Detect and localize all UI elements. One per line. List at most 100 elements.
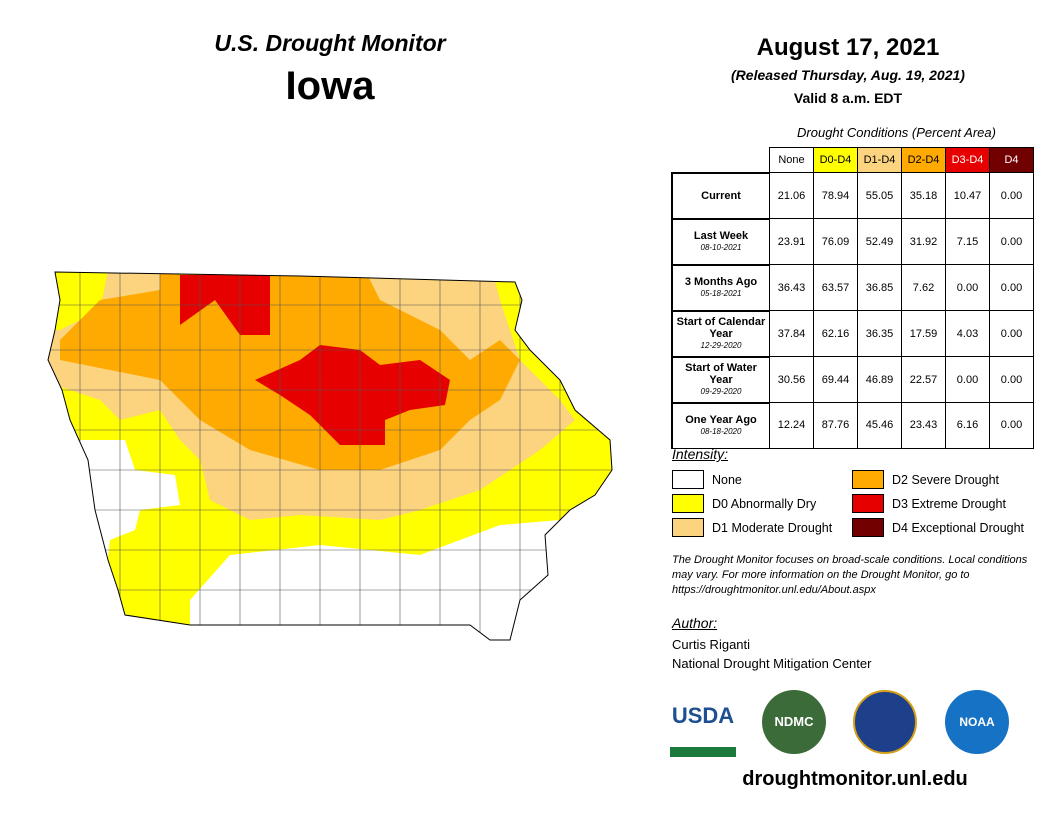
author-label: Author: (672, 615, 718, 631)
cell: 63.57 (813, 264, 858, 311)
legend-swatch (852, 518, 884, 537)
usda-logo: USDA (670, 703, 736, 757)
column-header: D1-D4 (857, 147, 902, 173)
row-date: 09-29-2020 (700, 386, 742, 396)
legend-label: None (712, 472, 742, 487)
cell: 0.00 (989, 264, 1034, 311)
table-row: Start of Calendar Year 12-29-2020 37.84 62.… (671, 309, 1034, 357)
cell: 7.15 (945, 218, 990, 265)
cell: 36.43 (769, 264, 814, 311)
row-label-text: Start of Calendar Year (676, 315, 766, 340)
legend-item: D4 Exceptional Drought (852, 518, 1024, 537)
cell: 10.47 (945, 172, 990, 219)
commerce-logo (853, 690, 917, 754)
cell: 36.85 (857, 264, 902, 311)
legend-label: D2 Severe Drought (892, 472, 1000, 487)
cell: 36.35 (857, 310, 902, 357)
row-label-text: Current (701, 189, 741, 202)
cell: 55.05 (857, 172, 902, 219)
blank-cell (672, 148, 770, 173)
column-header: D2-D4 (901, 147, 946, 173)
cell: 0.00 (989, 356, 1034, 403)
cell: 0.00 (989, 402, 1034, 449)
table-row: Last Week 08-10-2021 23.91 76.09 52.49 31.92 7… (671, 217, 1034, 265)
valid: Valid 8 a.m. EDT (793, 90, 903, 106)
legend-swatch (852, 494, 884, 513)
row-label: 3 Months Ago 05-18-2021 (671, 263, 770, 311)
cell: 87.76 (813, 402, 858, 449)
legend-swatch (852, 470, 884, 489)
cell: 31.92 (901, 218, 946, 265)
legend-item: D3 Extreme Drought (852, 494, 1006, 513)
legend-label: D4 Exceptional Drought (892, 520, 1025, 535)
url: droughtmonitor.unl.edu (742, 768, 968, 790)
row-date: 12-29-2020 (700, 340, 742, 350)
cell: 0.00 (945, 356, 990, 403)
author-org: National Drought Mitigation Center (672, 656, 872, 671)
ndmc-logo: NDMC (762, 690, 826, 754)
cell: 76.09 (813, 218, 858, 265)
cell: 35.18 (901, 172, 946, 219)
cell: 17.59 (901, 310, 946, 357)
cell: 52.49 (857, 218, 902, 265)
noaa-logo: NOAA (945, 690, 1009, 754)
cell: 6.16 (945, 402, 990, 449)
row-label: Start of Water Year 09-29-2020 (671, 355, 770, 403)
cell: 0.00 (989, 218, 1034, 265)
row-label: One Year Ago 08-18-2020 (671, 401, 770, 449)
row-label-text: Last Week (693, 229, 749, 242)
legend-item: D2 Severe Drought (852, 470, 999, 489)
legend-label: D1 Moderate Drought (712, 520, 833, 535)
note: The Drought Monitor focuses on broad-sca… (672, 554, 1028, 596)
column-header: D3-D4 (945, 147, 990, 173)
row-label: Current (671, 171, 770, 219)
cell: 30.56 (769, 356, 814, 403)
cell: 22.57 (901, 356, 946, 403)
legend-swatch (672, 518, 704, 537)
row-label: Last Week 08-10-2021 (671, 217, 770, 265)
conditions-table: None D0-D4 D1-D4 D2-D4 D3-D4 D4 Current 21.06 78… (671, 147, 1034, 449)
row-label: Start of Calendar Year 12-29-2020 (671, 309, 770, 357)
row-label-text: 3 Months Ago (684, 275, 758, 288)
row-label-text: Start of Water Year (685, 361, 757, 386)
date: August 17, 2021 (756, 34, 940, 61)
column-header: D0-D4 (813, 147, 858, 173)
cell: 37.84 (769, 310, 814, 357)
legend-label: D3 Extreme Drought (892, 496, 1006, 511)
released: (Released Thursday, Aug. 19, 2021) (731, 67, 965, 83)
legend-title: Intensity: (672, 446, 729, 462)
cell: 7.62 (901, 264, 946, 311)
header-row: None D0-D4 D1-D4 D2-D4 D3-D4 D4 (672, 147, 1034, 173)
cell: 78.94 (813, 172, 858, 219)
cell: 0.00 (989, 310, 1034, 357)
legend-swatch (672, 494, 704, 513)
legend-label: D0 Abnormally Dry (712, 496, 817, 511)
row-label-text: One Year Ago (685, 413, 757, 426)
cell: 21.06 (769, 172, 814, 219)
legend-swatch (672, 470, 704, 489)
cell: 69.44 (813, 356, 858, 403)
cell: 23.91 (769, 218, 814, 265)
title: U.S. Drought Monitor (214, 30, 446, 56)
row-date: 08-18-2020 (700, 426, 742, 436)
table-caption: Drought Conditions (Percent Area) (797, 125, 996, 140)
table-row: 3 Months Ago 05-18-2021 36.43 63.57 36.85 7.6… (671, 263, 1034, 311)
column-header: None (769, 147, 814, 173)
cell: 23.43 (901, 402, 946, 449)
state: Iowa (285, 64, 375, 108)
author-name: Curtis Riganti (672, 637, 751, 652)
row-date: 05-18-2021 (700, 288, 742, 298)
legend-item: D0 Abnormally Dry (672, 494, 816, 513)
cell: 4.03 (945, 310, 990, 357)
column-header: D4 (989, 147, 1034, 173)
table-row: One Year Ago 08-18-2020 12.24 87.76 45.46 23.… (671, 401, 1034, 449)
cell: 0.00 (945, 264, 990, 311)
legend-item: D1 Moderate Drought (672, 518, 832, 537)
table-row: Current 21.06 78.94 55.05 35.18 10.47 0.00 (671, 171, 1034, 219)
cell: 45.46 (857, 402, 902, 449)
cell: 0.00 (989, 172, 1034, 219)
map (47, 271, 613, 641)
row-date: 08-10-2021 (700, 242, 742, 252)
cell: 12.24 (769, 402, 814, 449)
